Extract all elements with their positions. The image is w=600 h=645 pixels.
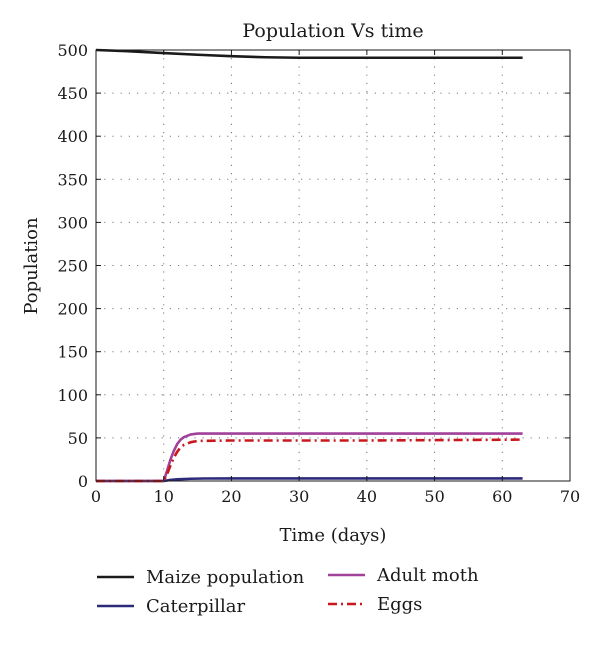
x-tick-label: 50 xyxy=(424,487,444,506)
legend-item: Maize population xyxy=(97,567,305,588)
x-tick-label: 20 xyxy=(221,487,241,506)
y-axis-title: Population xyxy=(21,217,42,315)
y-tick-label: 200 xyxy=(57,300,88,319)
legend-label: Caterpillar xyxy=(146,596,246,617)
series-line-0 xyxy=(95,48,523,60)
y-tick-label: 50 xyxy=(68,429,88,448)
y-tick-label: 300 xyxy=(57,213,88,232)
x-tick-label: 70 xyxy=(560,487,580,506)
x-tick-label: 0 xyxy=(91,487,101,506)
axis-ticks: 0 10 20 30 40 50 60 70 0 50 100 150 200 250 300 350 400 4… xyxy=(57,41,580,506)
grid xyxy=(96,50,570,481)
y-tick-label: 150 xyxy=(57,343,88,362)
legend-item: Adult moth xyxy=(328,565,479,586)
legend-label: Maize population xyxy=(146,567,305,588)
y-tick-label: 0 xyxy=(78,472,88,491)
x-tick-label: 60 xyxy=(492,487,512,506)
chart-title: Population Vs time xyxy=(242,20,423,42)
legend-item: Caterpillar xyxy=(97,596,246,617)
y-tick-label: 250 xyxy=(57,257,88,276)
x-tick-label: 30 xyxy=(289,487,309,506)
y-tick-label: 450 xyxy=(57,84,88,103)
legend-label: Adult moth xyxy=(376,565,479,586)
x-axis-title: Time (days) xyxy=(280,525,387,546)
legend: Maize population Caterpillar Adult moth Egg… xyxy=(97,565,479,617)
legend-item: Eggs xyxy=(328,594,422,615)
y-tick-label: 100 xyxy=(57,386,88,405)
x-tick-label: 10 xyxy=(154,487,174,506)
y-tick-label: 350 xyxy=(57,170,88,189)
legend-label: Eggs xyxy=(377,594,422,615)
series-line-3 xyxy=(96,438,523,483)
x-tick-label: 40 xyxy=(357,487,377,506)
y-tick-label: 500 xyxy=(57,41,88,60)
y-tick-label: 400 xyxy=(57,127,88,146)
